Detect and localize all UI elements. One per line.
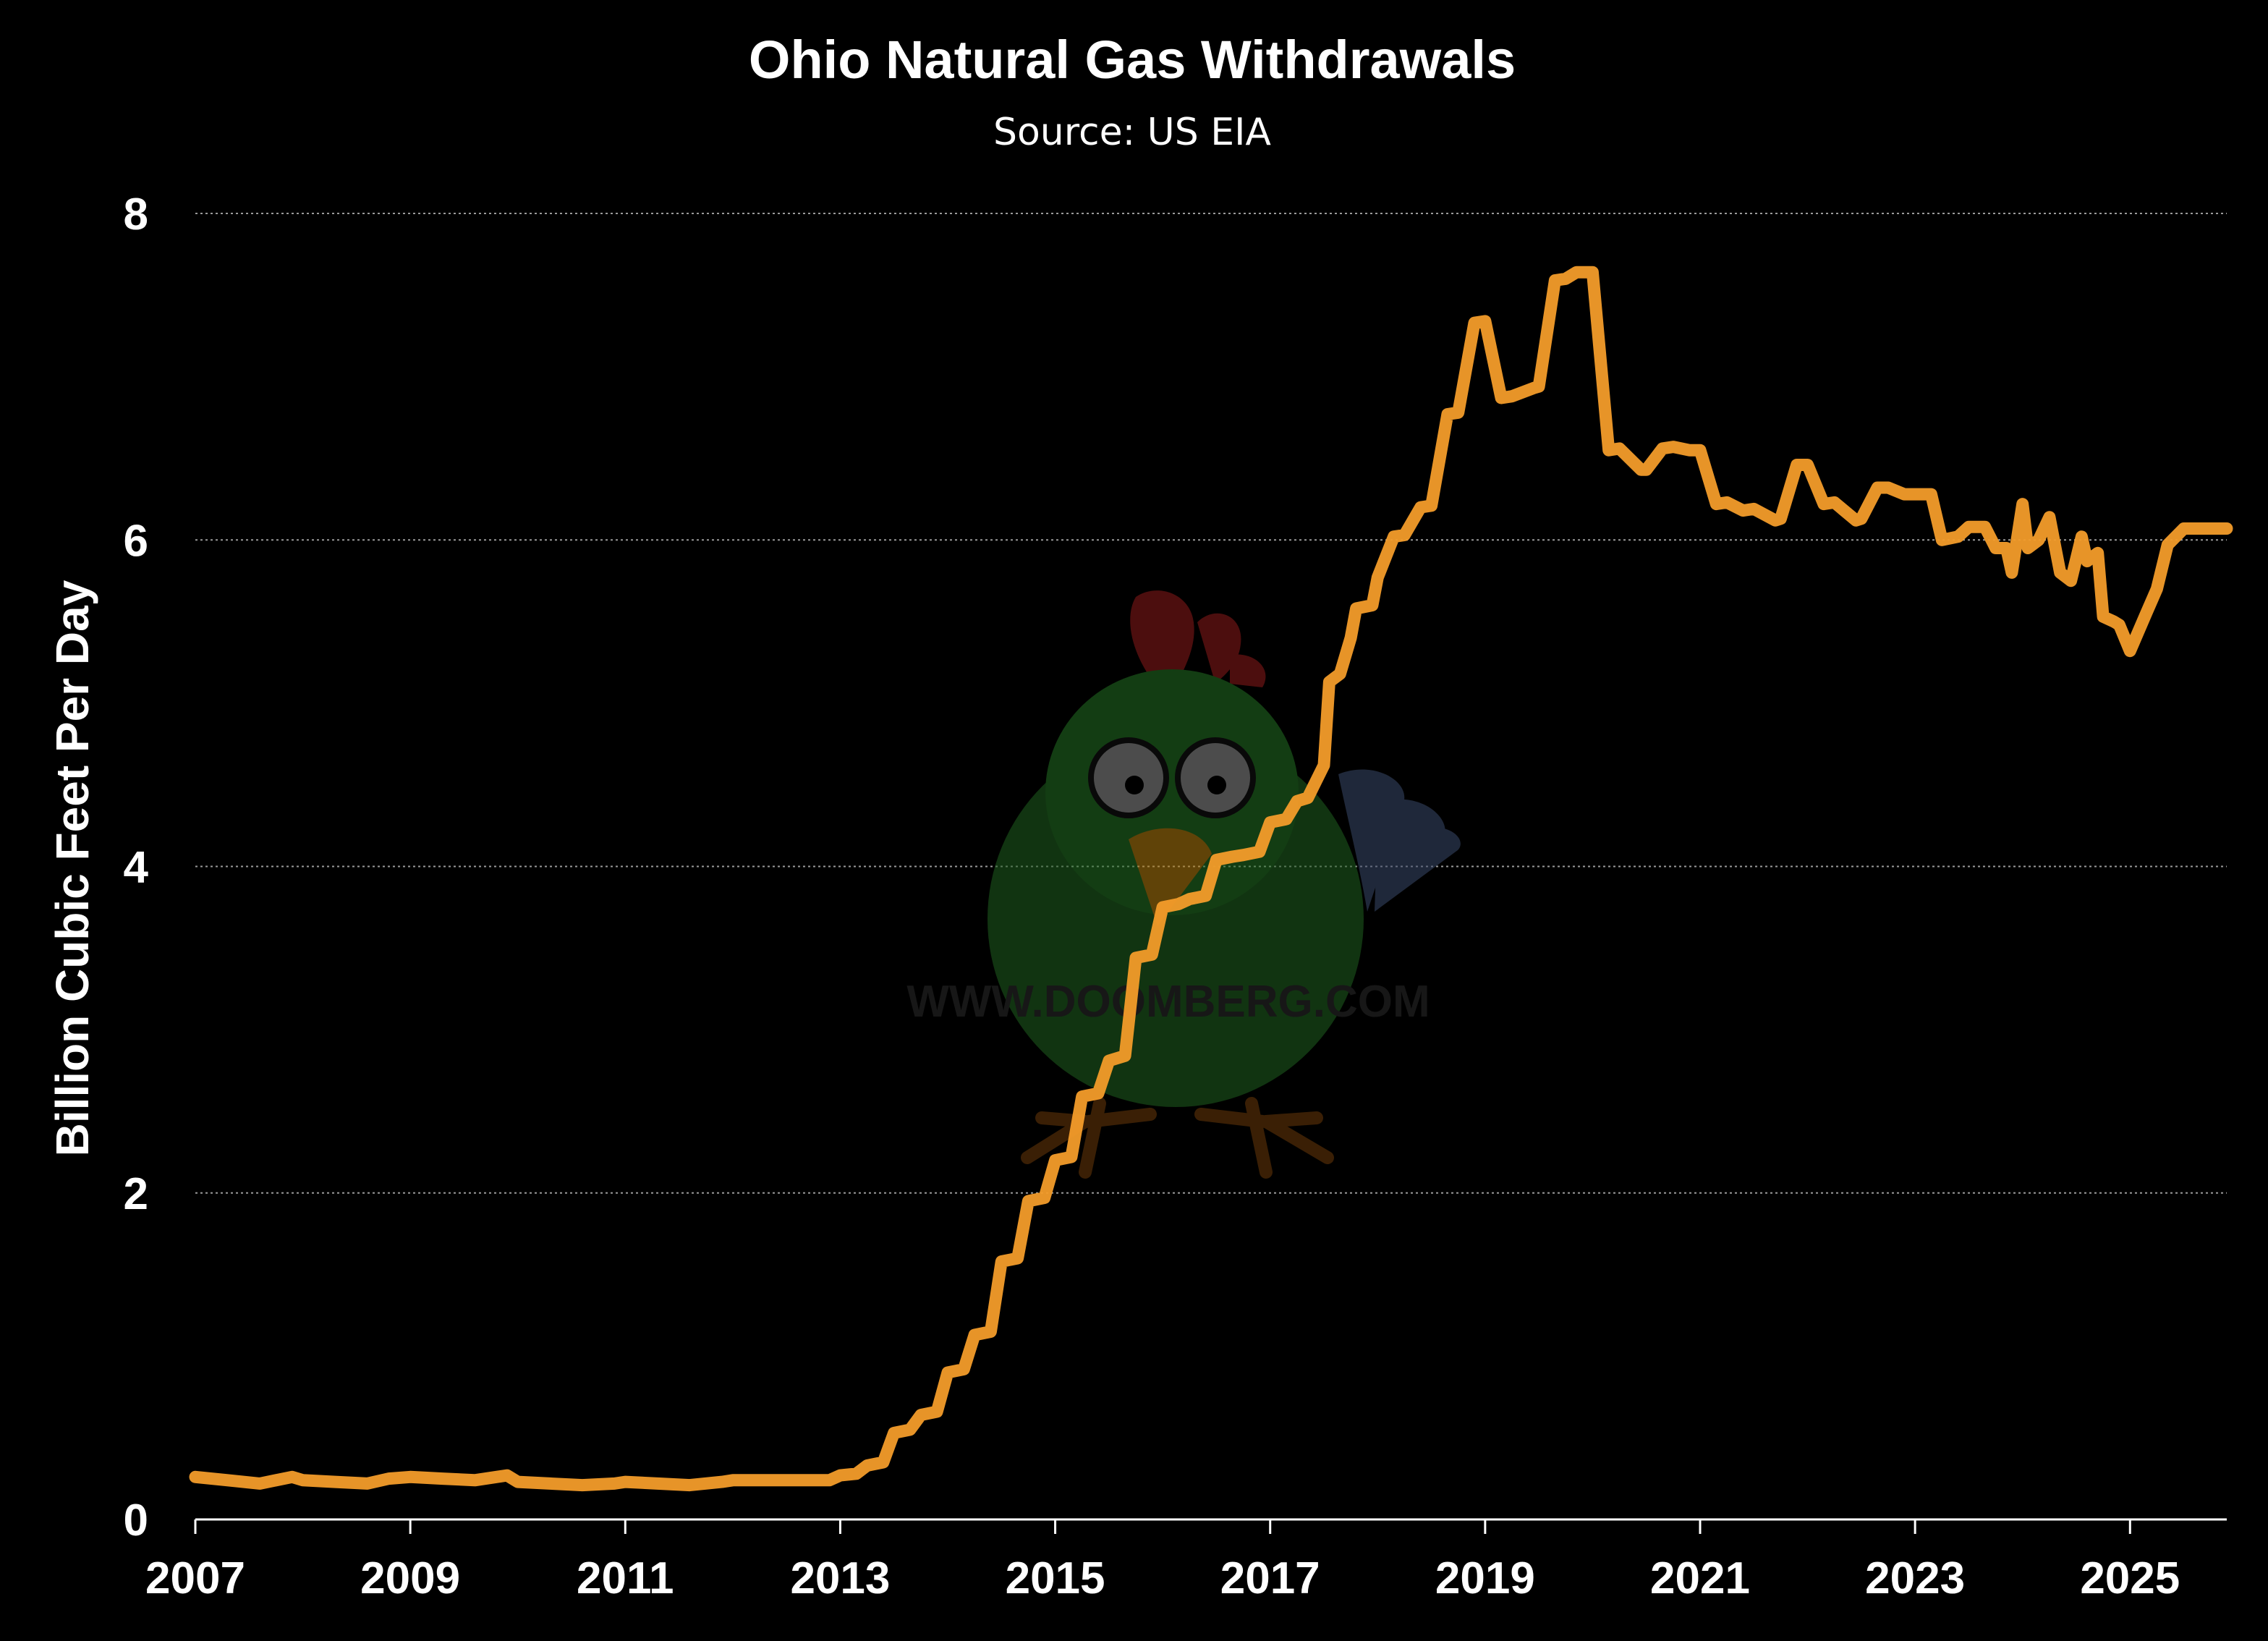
y-tick-label: 2 [124, 1169, 148, 1219]
chicken-comb-shape [1230, 654, 1266, 687]
x-tick-label: 2019 [1435, 1553, 1535, 1603]
x-tick-label: 2025 [2080, 1553, 2180, 1603]
gridlines [195, 213, 2227, 1194]
chicken-beak-shape [1129, 828, 1212, 926]
chicken-comb-shape [1130, 590, 1194, 695]
y-axis-label: Billion Cubic Feet Per Day [46, 580, 98, 1156]
chicken-tail-shape [1375, 827, 1461, 912]
y-tick-label: 6 [124, 516, 148, 566]
y-tick-label: 8 [124, 190, 148, 239]
x-tick-label: 2015 [1006, 1553, 1105, 1603]
watermark-text: WWW.DOOMBERG.COM [906, 977, 1430, 1027]
x-axis-ticks: 2007 2009 2011 2013 2015 2017 2019 2021 2023 2025 [145, 1553, 2180, 1603]
y-axis-ticks: 0 2 4 6 8 [124, 190, 149, 1545]
x-tick-label: 2009 [360, 1553, 460, 1603]
data-series [189, 266, 2233, 1492]
x-axis [194, 1518, 2227, 1534]
x-tick-label: 2021 [1650, 1553, 1750, 1603]
chart-title: Ohio Natural Gas Withdrawals [749, 30, 1516, 90]
series-line [189, 266, 2233, 1492]
y-tick-label: 0 [124, 1496, 148, 1545]
chicken-pupil-shape [1125, 776, 1144, 794]
x-tick-label: 2023 [1865, 1553, 1965, 1603]
x-tick-label: 2017 [1220, 1553, 1320, 1603]
x-tick-label: 2013 [790, 1553, 890, 1603]
chicken-pupil-shape [1207, 776, 1226, 794]
chicken-feet-shape [1021, 1097, 1334, 1179]
chart-subtitle: Source: US EIA [993, 111, 1271, 154]
x-tick-label: 2007 [145, 1553, 245, 1603]
x-tick-label: 2011 [577, 1553, 674, 1603]
y-tick-label: 4 [124, 843, 149, 893]
